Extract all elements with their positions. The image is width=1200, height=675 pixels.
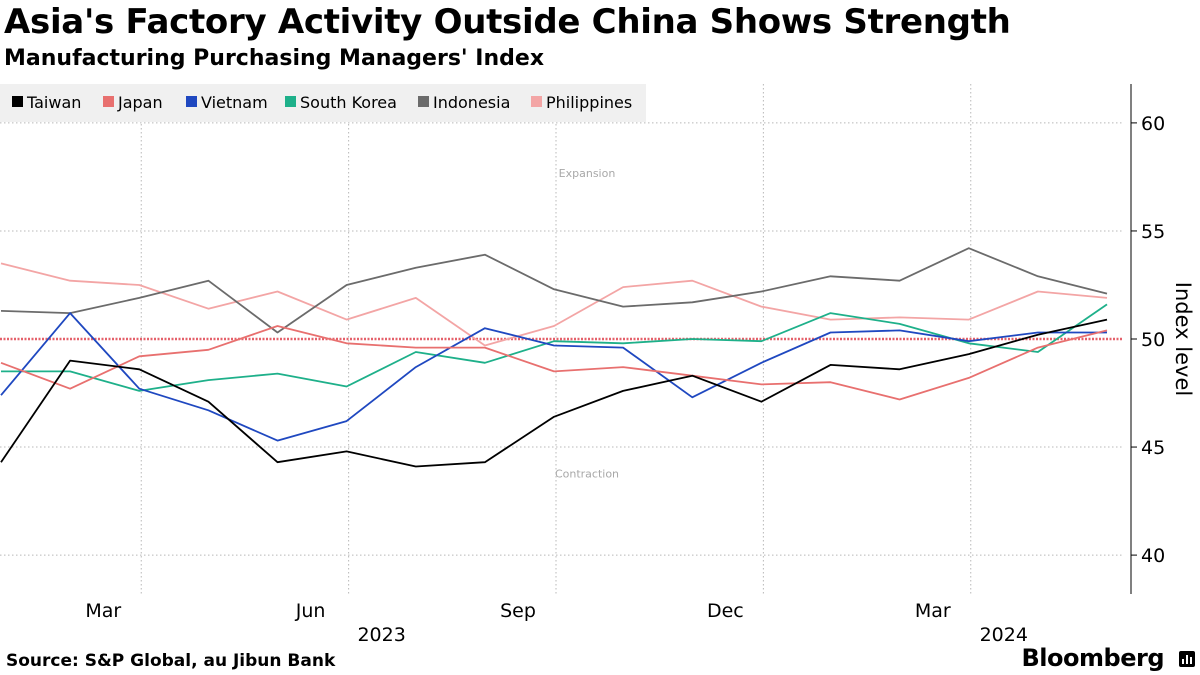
brand-logo-text: Bloomberg: [1021, 644, 1165, 672]
chart-title: Asia's Factory Activity Outside China Sh…: [4, 2, 1011, 42]
legend-label-indonesia: Indonesia: [433, 93, 510, 112]
y-tick-label: 40: [1141, 545, 1165, 567]
x-tick-label: Jun: [295, 600, 326, 622]
series-line-japan: [0, 325, 1108, 401]
series-line-philippines: [0, 262, 1108, 347]
y-tick-label: 45: [1141, 437, 1165, 459]
legend-swatch-philippines: [531, 96, 542, 107]
x-tick-label: Sep: [500, 600, 536, 622]
series-line-south-korea: [1, 303, 1108, 392]
legend-label-japan: Japan: [117, 93, 163, 112]
legend-label-taiwan: Taiwan: [26, 93, 81, 112]
series-line-taiwan: [0, 318, 1108, 468]
x-year-label: 2023: [357, 624, 405, 646]
legend-label-philippines: Philippines: [546, 93, 632, 112]
chart-subtitle: Manufacturing Purchasing Managers' Index: [4, 46, 545, 71]
legend-swatch-south-korea: [285, 96, 296, 107]
source-note: Source: S&P Global, au Jibun Bank: [6, 651, 336, 671]
legend-label-vietnam: Vietnam: [201, 93, 268, 112]
y-axis-title: Index level: [1171, 282, 1195, 396]
legend-swatch-indonesia: [418, 96, 429, 107]
x-tick-label: Mar: [915, 600, 951, 622]
x-tick-label: Mar: [85, 600, 121, 622]
y-tick-label: 60: [1141, 113, 1165, 135]
series-line-indonesia: [0, 247, 1108, 334]
bloomberg-chart-icon: [1179, 651, 1195, 667]
y-tick-label: 50: [1141, 329, 1165, 351]
legend-swatch-japan: [103, 96, 114, 107]
series-line-vietnam: [0, 312, 1107, 442]
legend-label-south-korea: South Korea: [300, 93, 397, 112]
series-lines: [0, 247, 1108, 468]
x-tick-label: Dec: [707, 600, 744, 622]
legend: Taiwan Japan Vietnam South Korea Indonesia Ph…: [0, 84, 646, 122]
chart-annotation: Expansion: [559, 167, 616, 180]
legend-swatch-taiwan: [12, 96, 23, 107]
x-year-label: 2024: [980, 624, 1028, 646]
legend-swatch-vietnam: [186, 96, 197, 107]
chart-annotation: Contraction: [555, 467, 619, 480]
y-tick-label: 55: [1141, 221, 1165, 243]
